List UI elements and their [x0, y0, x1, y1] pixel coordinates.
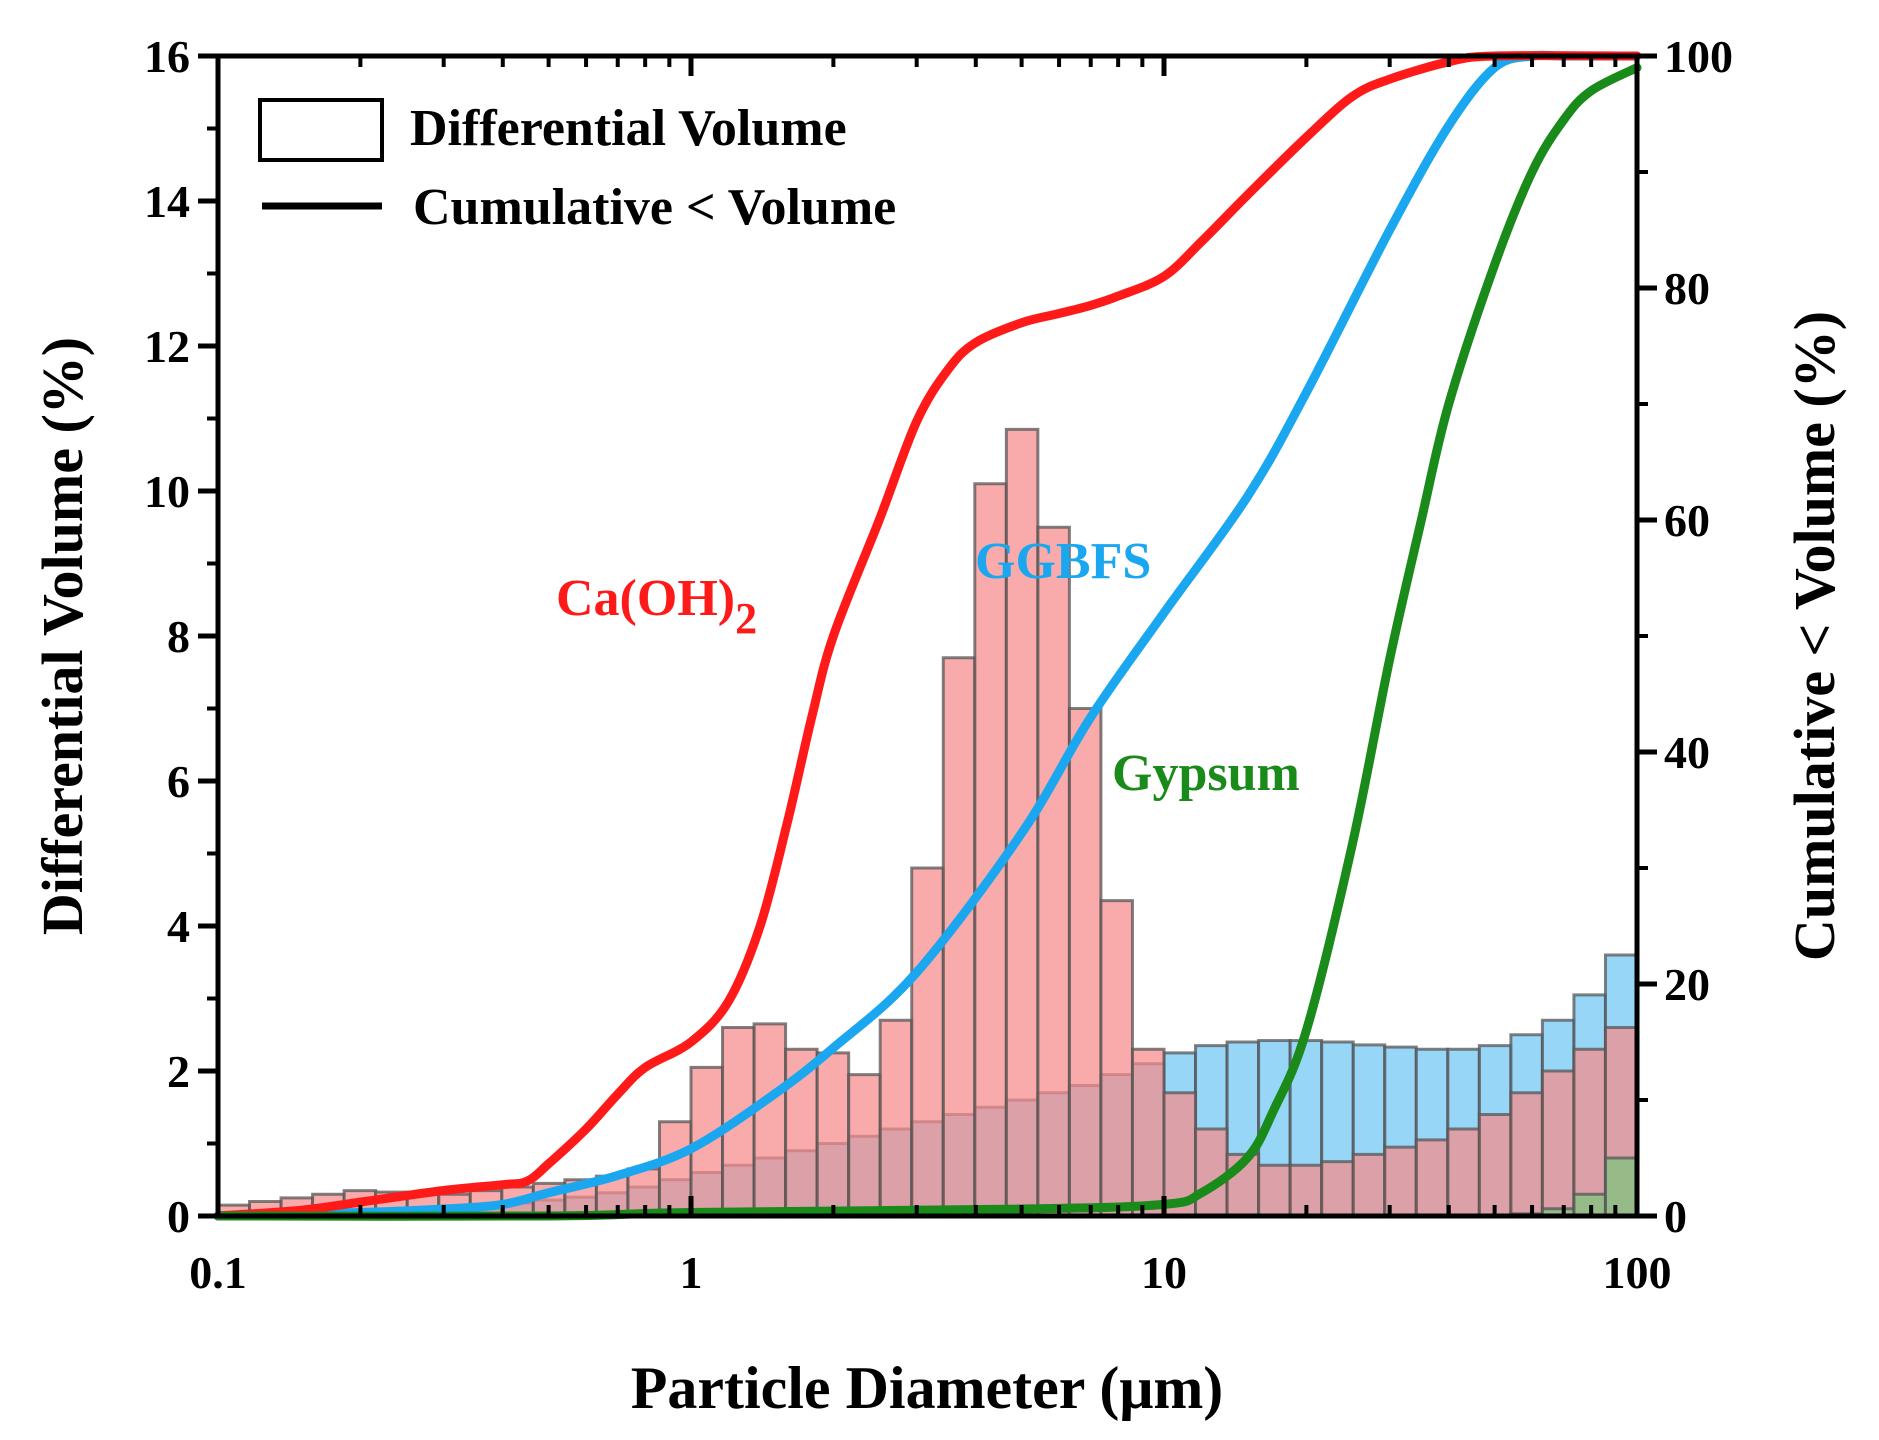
- x-axis-title: Particle Diameter (μm): [631, 1355, 1224, 1421]
- bar-caoh2: [1194, 1127, 1229, 1218]
- series-label-ggbfs: GGBFS: [975, 533, 1151, 590]
- y-left-tick-label: 16: [144, 31, 190, 82]
- y-left-tick-label: 12: [144, 321, 190, 372]
- bar-caoh2: [973, 482, 1008, 1218]
- legend-bar-label: Differential Volume: [410, 100, 847, 157]
- y-right-tick-label: 40: [1664, 727, 1710, 778]
- lines-layer: [213, 50, 1642, 1221]
- legend-line-label: Cumulative < Volume: [413, 179, 896, 236]
- y-right-tick-label: 0: [1664, 1191, 1687, 1242]
- y-right-axis-title: Cumulative < Volume (%): [1782, 311, 1847, 961]
- y-left-axis-title: Differential Volume (%): [30, 337, 95, 935]
- y-right-tick-labels: 0 20 40 60 80 100: [1664, 31, 1733, 1242]
- y-left-tick-label: 10: [144, 466, 190, 517]
- bar-caoh2: [1351, 1152, 1387, 1218]
- bar-gypsum: [1603, 1156, 1639, 1218]
- y-right-tick-label: 80: [1664, 263, 1710, 314]
- bar-caoh2: [1320, 1160, 1355, 1218]
- cumulative-line-caoh2: [213, 51, 1642, 1221]
- legend-bar-swatch: [258, 98, 384, 162]
- ticks-layer: [198, 53, 1657, 1219]
- bar-caoh2: [847, 1073, 882, 1218]
- y-left-tick-label: 14: [144, 176, 190, 227]
- series-label-caoh2-sub: 2: [735, 594, 757, 643]
- x-tick-label: 0.1: [189, 1247, 247, 1298]
- y-left-tick-label: 0: [167, 1191, 190, 1242]
- series-label-caoh2: Ca(OH)2: [556, 570, 757, 643]
- y-right-tick-label: 60: [1664, 495, 1710, 546]
- bar-caoh2: [815, 1051, 851, 1218]
- bar-caoh2: [657, 1120, 693, 1218]
- y-left-tick-label: 8: [167, 611, 190, 662]
- x-tick-label: 10: [1141, 1247, 1187, 1298]
- bar-caoh2: [1099, 899, 1134, 1218]
- cumulative-line-gypsum: [213, 63, 1642, 1221]
- bar-caoh2: [1446, 1127, 1481, 1218]
- y-right-tick-label: 20: [1664, 959, 1710, 1010]
- series-label-caoh2-main: Ca(OH): [556, 570, 735, 627]
- y-left-tick-label: 2: [167, 1046, 190, 1097]
- bar-caoh2: [910, 866, 945, 1218]
- y-right-tick-label: 100: [1664, 31, 1733, 82]
- cumulative-line-ggbfs: [213, 50, 1642, 1221]
- bars-layer: [216, 427, 1639, 1218]
- x-tick-labels: 0.1 1 10 100: [189, 1247, 1671, 1298]
- bar-caoh2: [1067, 707, 1103, 1218]
- series-labels: GGBFS Ca(OH)2 Gypsum: [556, 533, 1300, 802]
- x-tick-label: 1: [680, 1247, 703, 1298]
- bar-caoh2: [1036, 525, 1071, 1218]
- y-left-tick-label: 4: [167, 901, 190, 952]
- bar-caoh2: [752, 1022, 788, 1218]
- bar-caoh2: [1509, 1091, 1544, 1218]
- y-left-tick-labels: 0 2 4 6 8 10 12 14 16: [144, 31, 190, 1242]
- bar-caoh2: [1572, 1047, 1607, 1218]
- bar-caoh2: [1414, 1138, 1450, 1218]
- x-tick-label: 100: [1603, 1247, 1672, 1298]
- bar-caoh2: [1540, 1069, 1576, 1218]
- series-label-gypsum: Gypsum: [1112, 745, 1300, 802]
- bar-caoh2: [1257, 1163, 1292, 1218]
- bar-caoh2: [1477, 1113, 1513, 1218]
- legend: Differential Volume Cumulative < Volume: [258, 98, 896, 236]
- bar-caoh2: [1130, 1047, 1166, 1218]
- bar-caoh2: [878, 1018, 914, 1218]
- y-left-tick-label: 6: [167, 756, 190, 807]
